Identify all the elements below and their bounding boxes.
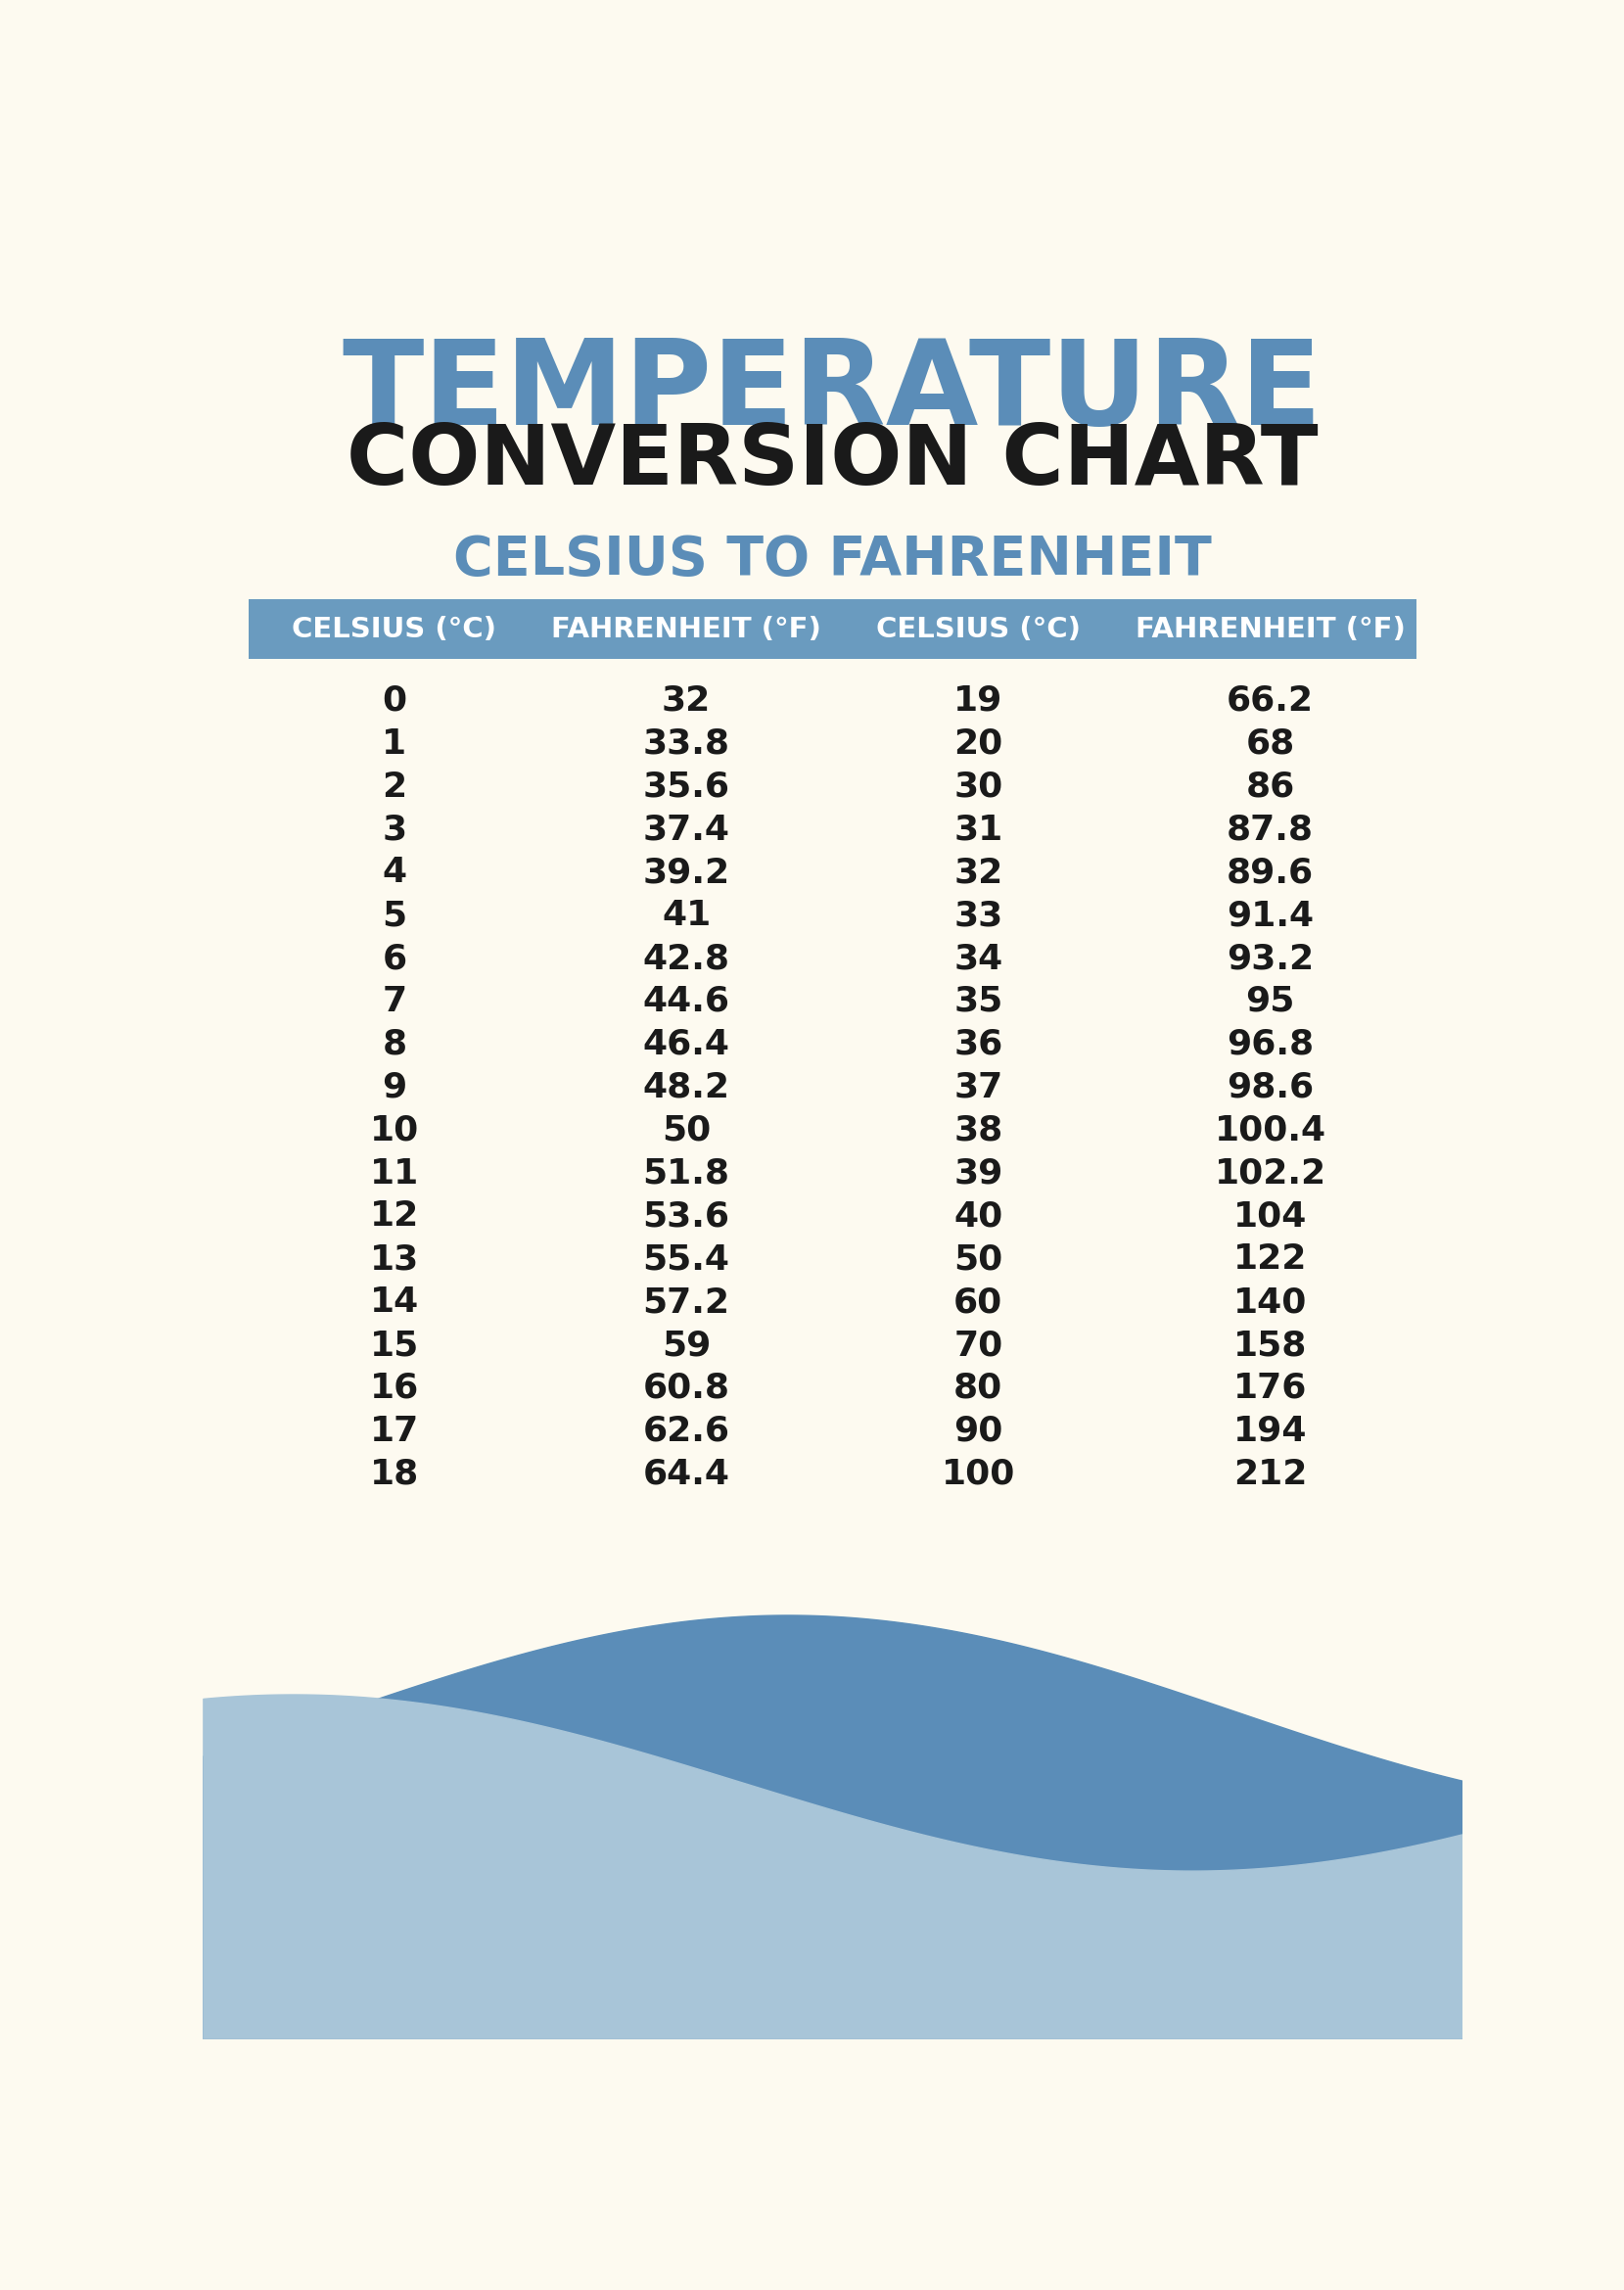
Text: CONVERSION CHART: CONVERSION CHART [346,421,1319,502]
Text: 100: 100 [942,1456,1015,1491]
Text: 19: 19 [953,685,1004,717]
Text: 8: 8 [382,1028,406,1060]
Text: 30: 30 [953,769,1004,804]
Text: 3: 3 [382,813,406,847]
Text: 51.8: 51.8 [643,1156,729,1191]
Text: 66.2: 66.2 [1226,685,1314,717]
Text: CELSIUS (°C): CELSIUS (°C) [292,616,497,643]
Text: 1: 1 [382,726,406,760]
Text: 50: 50 [953,1243,1004,1276]
Text: 5: 5 [382,900,406,932]
Text: 57.2: 57.2 [643,1285,729,1319]
Text: 40: 40 [953,1200,1004,1232]
Text: 39.2: 39.2 [643,856,729,889]
Text: 46.4: 46.4 [643,1028,729,1060]
Text: 95: 95 [1246,985,1294,1019]
Text: 35.6: 35.6 [643,769,729,804]
Text: 33.8: 33.8 [643,726,729,760]
Text: 93.2: 93.2 [1226,941,1314,976]
Text: 36: 36 [953,1028,1004,1060]
Text: 68: 68 [1246,726,1294,760]
Text: 80: 80 [953,1372,1004,1404]
Text: 55.4: 55.4 [643,1243,729,1276]
Text: 0: 0 [382,685,406,717]
Text: 102.2: 102.2 [1215,1156,1325,1191]
Text: 64.4: 64.4 [643,1456,729,1491]
Text: 50: 50 [661,1113,711,1147]
Text: 4: 4 [382,856,406,889]
Text: 87.8: 87.8 [1226,813,1314,847]
Text: 2: 2 [382,769,406,804]
Text: 33: 33 [953,900,1004,932]
Text: 7: 7 [382,985,406,1019]
Text: 9: 9 [382,1072,408,1104]
Text: 35: 35 [953,985,1004,1019]
Text: 91.4: 91.4 [1226,900,1314,932]
Text: 42.8: 42.8 [643,941,729,976]
Text: 98.6: 98.6 [1226,1072,1314,1104]
Text: 11: 11 [370,1156,419,1191]
Text: 100.4: 100.4 [1215,1113,1325,1147]
Text: 48.2: 48.2 [643,1072,729,1104]
Text: 37: 37 [953,1072,1004,1104]
Bar [248,600,1416,660]
Text: 39: 39 [953,1156,1004,1191]
Text: 32: 32 [953,856,1004,889]
Text: 59: 59 [661,1328,711,1363]
Text: FAHRENHEIT (°F): FAHRENHEIT (°F) [1135,616,1405,643]
Text: 176: 176 [1233,1372,1307,1404]
Text: 12: 12 [370,1200,419,1232]
Text: 194: 194 [1233,1415,1307,1447]
Text: 44.6: 44.6 [643,985,729,1019]
Text: 6: 6 [382,941,406,976]
Text: 41: 41 [661,900,711,932]
Text: 86: 86 [1246,769,1294,804]
Text: 122: 122 [1233,1243,1307,1276]
Text: 15: 15 [370,1328,419,1363]
Text: 60: 60 [953,1285,1004,1319]
Text: 62.6: 62.6 [643,1415,729,1447]
Text: 140: 140 [1233,1285,1307,1319]
Text: TEMPERATURE: TEMPERATURE [343,334,1322,449]
Text: 38: 38 [953,1113,1004,1147]
Text: 96.8: 96.8 [1226,1028,1314,1060]
Text: CELSIUS (°C): CELSIUS (°C) [875,616,1080,643]
Text: 37.4: 37.4 [643,813,729,847]
Text: 53.6: 53.6 [643,1200,729,1232]
Text: 89.6: 89.6 [1226,856,1314,889]
Text: 18: 18 [370,1456,419,1491]
Text: 10: 10 [370,1113,419,1147]
Text: 104: 104 [1233,1200,1307,1232]
Text: FAHRENHEIT (°F): FAHRENHEIT (°F) [551,616,822,643]
Text: CELSIUS TO FAHRENHEIT: CELSIUS TO FAHRENHEIT [453,534,1212,586]
Text: 14: 14 [370,1285,419,1319]
Text: 13: 13 [370,1243,419,1276]
Text: 16: 16 [370,1372,419,1404]
Text: 60.8: 60.8 [643,1372,729,1404]
Text: 17: 17 [370,1415,419,1447]
Text: 31: 31 [953,813,1004,847]
Text: 158: 158 [1233,1328,1307,1363]
Text: 90: 90 [953,1415,1004,1447]
Text: 32: 32 [661,685,711,717]
Text: 34: 34 [953,941,1004,976]
Text: 20: 20 [953,726,1004,760]
Text: 212: 212 [1233,1456,1307,1491]
Text: 70: 70 [953,1328,1004,1363]
